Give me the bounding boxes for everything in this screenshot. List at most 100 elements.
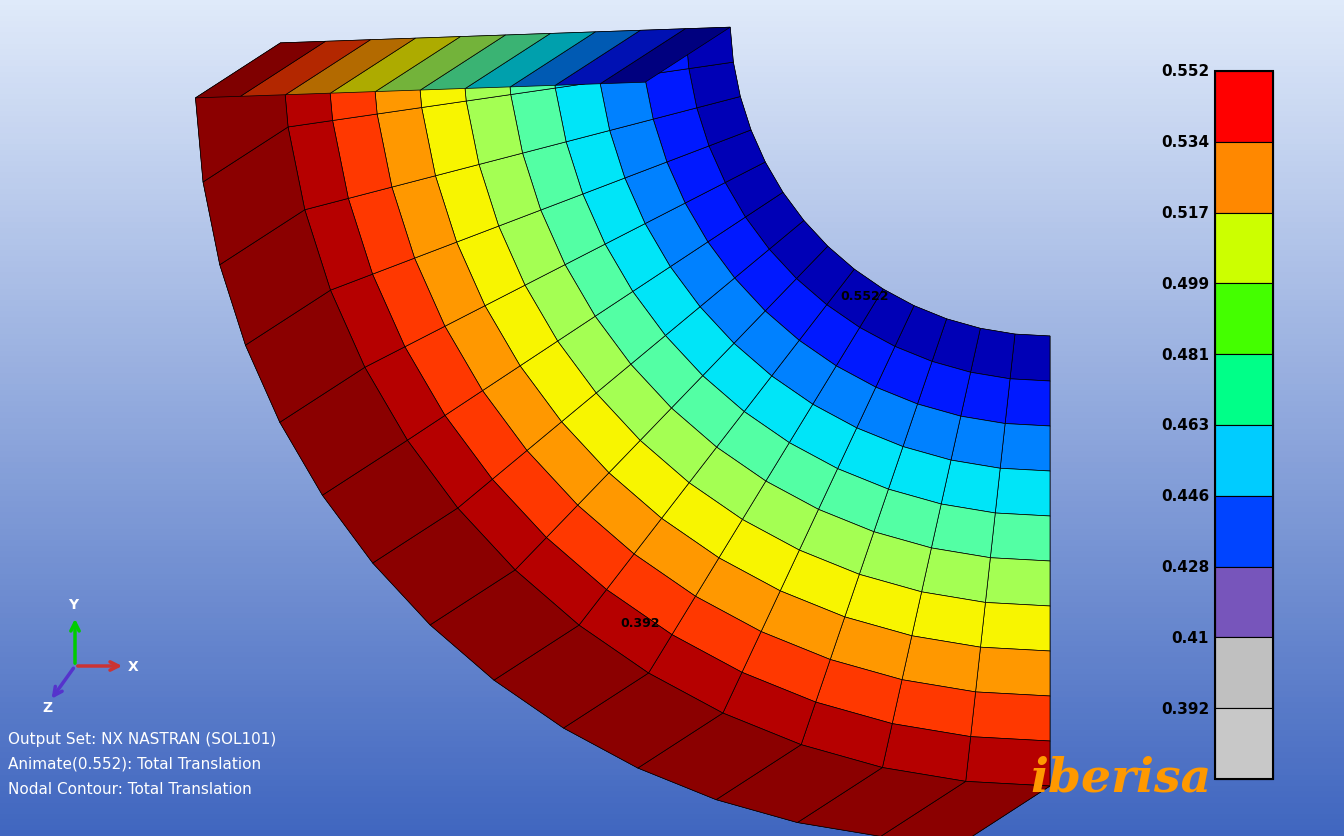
Polygon shape — [569, 164, 624, 217]
Bar — [0, 133, 1344, 140]
Bar — [0, 539, 1344, 546]
Bar — [0, 589, 1344, 596]
Polygon shape — [564, 245, 633, 317]
Bar — [0, 127, 1344, 134]
Bar — [0, 629, 1344, 635]
Polygon shape — [477, 448, 555, 528]
Polygon shape — [348, 188, 414, 275]
Bar — [0, 456, 1344, 462]
Bar — [0, 823, 1344, 830]
Bar — [0, 618, 1344, 624]
Bar — [0, 10, 1344, 17]
Polygon shape — [883, 724, 970, 782]
Polygon shape — [597, 364, 672, 441]
Polygon shape — [657, 537, 734, 605]
Text: 0.517: 0.517 — [1161, 206, 1210, 221]
Polygon shape — [581, 362, 649, 431]
Bar — [0, 528, 1344, 535]
Polygon shape — [548, 322, 616, 391]
Polygon shape — [716, 757, 808, 823]
Bar — [0, 601, 1344, 608]
Bar — [0, 417, 1344, 424]
Bar — [1215, 72, 1273, 779]
Bar — [0, 60, 1344, 67]
Bar — [0, 489, 1344, 496]
Polygon shape — [220, 254, 288, 346]
Polygon shape — [547, 506, 634, 590]
Bar — [0, 49, 1344, 56]
Polygon shape — [708, 130, 765, 183]
Bar — [0, 339, 1344, 345]
Polygon shape — [766, 443, 837, 510]
Polygon shape — [563, 690, 657, 768]
Polygon shape — [644, 69, 696, 120]
Polygon shape — [649, 305, 711, 366]
Polygon shape — [465, 88, 515, 144]
Polygon shape — [961, 373, 1011, 424]
Polygon shape — [195, 43, 288, 183]
Polygon shape — [285, 94, 336, 170]
Polygon shape — [458, 480, 547, 570]
Polygon shape — [965, 381, 1050, 482]
Bar — [1215, 354, 1273, 426]
Bar — [0, 651, 1344, 658]
Bar — [0, 166, 1344, 173]
Polygon shape — [930, 334, 1050, 391]
Polygon shape — [465, 33, 595, 89]
Polygon shape — [660, 248, 719, 305]
Text: iberisa: iberisa — [1030, 755, 1211, 801]
Bar — [0, 411, 1344, 418]
Bar — [0, 752, 1344, 758]
Polygon shape — [804, 502, 866, 559]
Polygon shape — [892, 680, 976, 737]
Polygon shape — [922, 548, 991, 603]
Polygon shape — [612, 152, 667, 201]
Text: 0.5522: 0.5522 — [840, 289, 888, 303]
Bar — [0, 278, 1344, 284]
Polygon shape — [579, 590, 672, 673]
Polygon shape — [827, 270, 883, 328]
Bar — [0, 668, 1344, 675]
Bar — [0, 288, 1344, 295]
Bar — [0, 238, 1344, 245]
Bar — [0, 773, 1344, 780]
Polygon shape — [862, 319, 980, 384]
Bar — [0, 768, 1344, 775]
Polygon shape — [305, 199, 372, 291]
Polygon shape — [634, 575, 714, 646]
Polygon shape — [742, 324, 798, 383]
Polygon shape — [246, 329, 320, 423]
Polygon shape — [970, 692, 1050, 741]
Bar — [0, 512, 1344, 518]
Polygon shape — [672, 376, 745, 447]
Polygon shape — [831, 617, 911, 680]
Polygon shape — [550, 573, 634, 651]
Polygon shape — [645, 204, 708, 268]
Bar — [0, 27, 1344, 33]
Polygon shape — [771, 341, 836, 405]
Polygon shape — [582, 201, 640, 258]
Polygon shape — [813, 366, 876, 428]
Bar — [0, 116, 1344, 123]
Polygon shape — [902, 636, 981, 692]
Polygon shape — [609, 441, 689, 518]
Polygon shape — [876, 428, 925, 479]
Polygon shape — [421, 89, 470, 150]
Bar — [0, 171, 1344, 178]
Bar — [0, 640, 1344, 646]
Polygon shape — [414, 242, 485, 327]
Polygon shape — [874, 490, 941, 548]
Polygon shape — [965, 651, 1050, 751]
Polygon shape — [638, 727, 731, 800]
Polygon shape — [398, 421, 477, 506]
Bar — [0, 685, 1344, 691]
Bar — [0, 740, 1344, 747]
Bar — [1215, 497, 1273, 567]
Bar — [0, 361, 1344, 368]
Polygon shape — [765, 279, 827, 341]
Bar — [0, 690, 1344, 696]
Polygon shape — [689, 447, 766, 520]
Polygon shape — [774, 587, 847, 647]
Bar — [0, 645, 1344, 652]
Polygon shape — [203, 128, 305, 265]
